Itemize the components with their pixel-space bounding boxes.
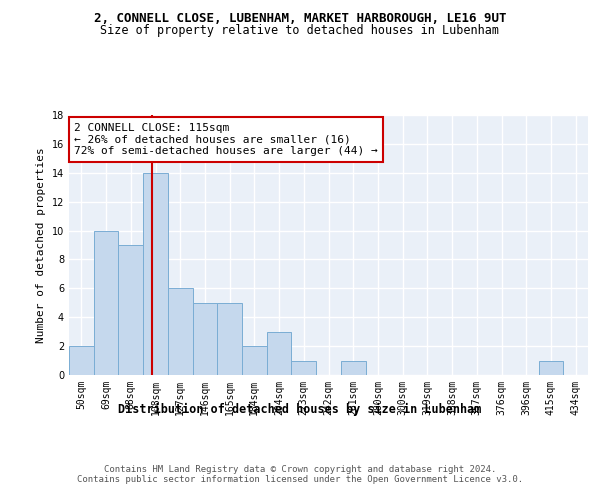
Bar bbox=[217, 303, 242, 375]
Bar bbox=[242, 346, 267, 375]
Bar bbox=[292, 360, 316, 375]
Bar bbox=[168, 288, 193, 375]
Text: Distribution of detached houses by size in Lubenham: Distribution of detached houses by size … bbox=[118, 402, 482, 415]
Bar bbox=[143, 173, 168, 375]
Y-axis label: Number of detached properties: Number of detached properties bbox=[36, 147, 46, 343]
Bar bbox=[118, 245, 143, 375]
Text: Contains HM Land Registry data © Crown copyright and database right 2024.
Contai: Contains HM Land Registry data © Crown c… bbox=[77, 465, 523, 484]
Text: 2, CONNELL CLOSE, LUBENHAM, MARKET HARBOROUGH, LE16 9UT: 2, CONNELL CLOSE, LUBENHAM, MARKET HARBO… bbox=[94, 12, 506, 26]
Bar bbox=[341, 360, 365, 375]
Bar bbox=[69, 346, 94, 375]
Text: Size of property relative to detached houses in Lubenham: Size of property relative to detached ho… bbox=[101, 24, 499, 37]
Text: 2 CONNELL CLOSE: 115sqm
← 26% of detached houses are smaller (16)
72% of semi-de: 2 CONNELL CLOSE: 115sqm ← 26% of detache… bbox=[74, 123, 378, 156]
Bar bbox=[267, 332, 292, 375]
Bar bbox=[539, 360, 563, 375]
Bar bbox=[193, 303, 217, 375]
Bar bbox=[94, 230, 118, 375]
